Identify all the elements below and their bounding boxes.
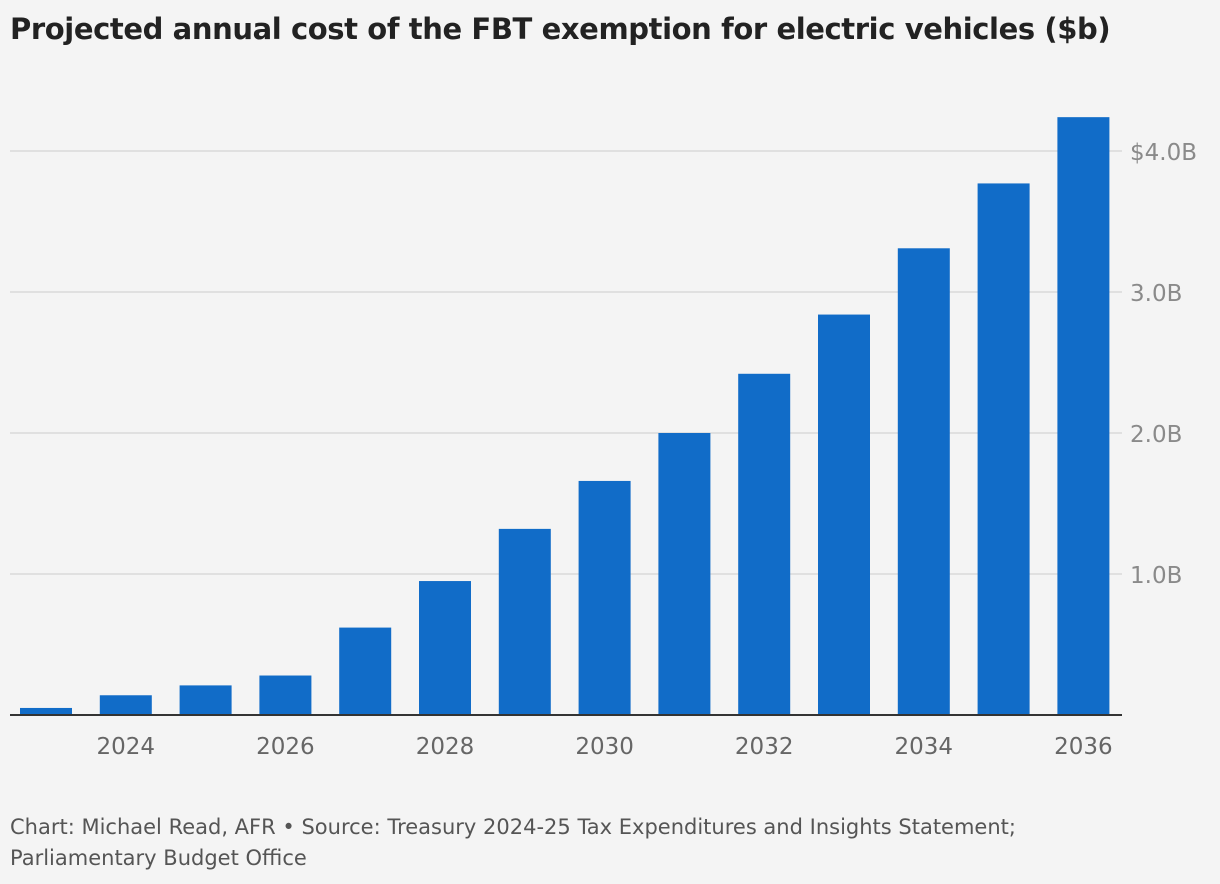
bar-chart: 2024 2026 2028 2030 2032 2034 2036 1.0B 2.0B 3.0…: [10, 117, 1197, 760]
bar-2028: [419, 581, 471, 715]
y-tick-label: 2.0B: [1130, 422, 1182, 448]
x-tick-label: 2026: [256, 734, 315, 760]
bar-2035: [977, 183, 1030, 715]
bar-2031: [658, 433, 711, 715]
x-tick-label: 2028: [416, 734, 475, 760]
bar-2030: [578, 480, 631, 715]
x-tick-label: 2036: [1054, 734, 1113, 760]
gridlines: [10, 150, 1122, 575]
source-credit-line-1: Chart: Michael Read, AFR • Source: Treas…: [10, 815, 1016, 839]
bar-2023: [20, 707, 72, 715]
x-tick-labels: 2024 2026 2028 2030 2032 2034 2036: [97, 734, 1113, 760]
bar-2024: [99, 695, 152, 715]
bar-2032: [738, 373, 791, 715]
bar-2034: [897, 248, 950, 716]
source-credit-line-2: Parliamentary Budget Office: [10, 846, 307, 870]
x-tick-label: 2030: [575, 734, 634, 760]
y-tick-label: 3.0B: [1130, 281, 1182, 307]
bar-2029: [498, 528, 551, 715]
bar-2036: [1057, 117, 1110, 715]
bars: [20, 117, 1110, 716]
bar-2033: [818, 314, 870, 715]
x-tick-label: 2032: [735, 734, 794, 760]
bar-2026: [259, 675, 312, 715]
x-tick-label: 2024: [97, 734, 156, 760]
x-tick-label: 2034: [895, 734, 954, 760]
y-tick-label: $4.0B: [1130, 140, 1197, 166]
bar-2025: [179, 685, 232, 715]
y-tick-labels: 1.0B 2.0B 3.0B $4.0B: [1130, 140, 1197, 589]
bar-2027: [339, 627, 392, 715]
chart-footer: Chart: Michael Read, AFR • Source: Treas…: [10, 812, 1210, 874]
chart-title: Projected annual cost of the FBT exempti…: [10, 12, 1111, 46]
y-tick-label: 1.0B: [1130, 563, 1182, 589]
